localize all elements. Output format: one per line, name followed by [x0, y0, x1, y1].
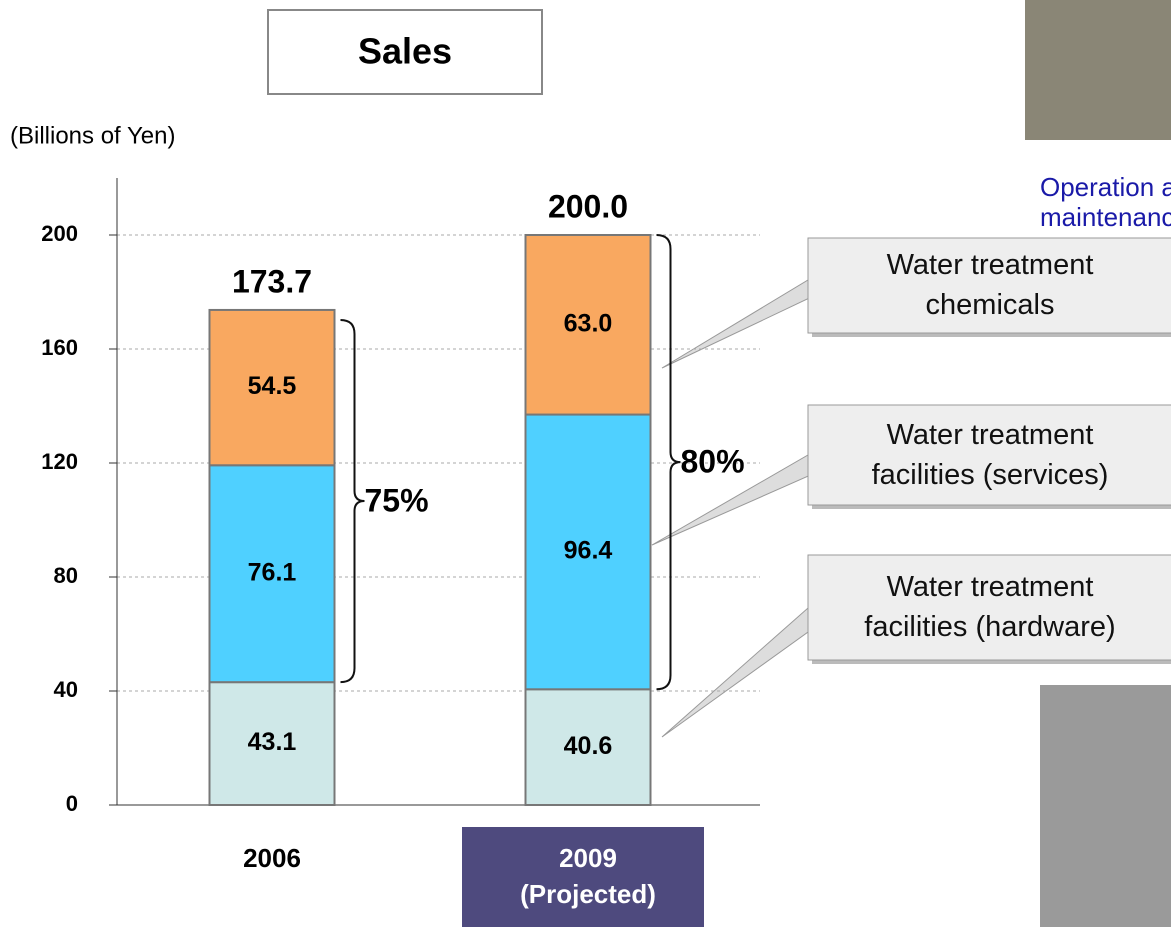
total-label: 173.7 — [232, 263, 312, 299]
page: Sales (Billions of Yen) 0 40 80 120 160 200 43… — [0, 0, 1171, 927]
chart-title: Sales — [358, 31, 452, 72]
value-label: 43.1 — [248, 728, 297, 756]
total-label: 200.0 — [548, 188, 628, 224]
legend-entry: Water treatment facilities (services) — [825, 415, 1155, 495]
y-tick-label: 120 — [41, 449, 78, 474]
bracket-label: 80% — [681, 444, 745, 480]
y-tick-label: 80 — [54, 563, 78, 588]
bracket-label: 75% — [365, 483, 429, 519]
y-tick-label: 0 — [66, 791, 78, 816]
legend-entry: Water treatment chemicals — [825, 245, 1155, 325]
photo — [1040, 685, 1171, 927]
bracket — [657, 235, 681, 689]
y-axis-label: (Billions of Yen) — [10, 122, 175, 149]
x-tick-label: 2006 — [151, 840, 393, 876]
callout-pointer — [662, 280, 822, 368]
value-label: 54.5 — [248, 372, 297, 400]
y-tick-label: 160 — [41, 335, 78, 360]
legend-entry: Water treatment facilities (hardware) — [825, 567, 1155, 647]
bracket — [341, 320, 365, 682]
value-label: 76.1 — [248, 558, 297, 586]
x-tick-label: 2009 (Projected) — [467, 840, 709, 912]
value-label: 96.4 — [564, 537, 613, 565]
value-label: 40.6 — [564, 732, 613, 760]
photo — [1025, 0, 1171, 140]
value-label: 63.0 — [564, 309, 613, 337]
callout-pointer — [662, 608, 822, 737]
photo-caption: Operation and maintenance — [1040, 172, 1171, 232]
y-tick-label: 200 — [41, 221, 78, 246]
y-tick-label: 40 — [54, 677, 78, 702]
